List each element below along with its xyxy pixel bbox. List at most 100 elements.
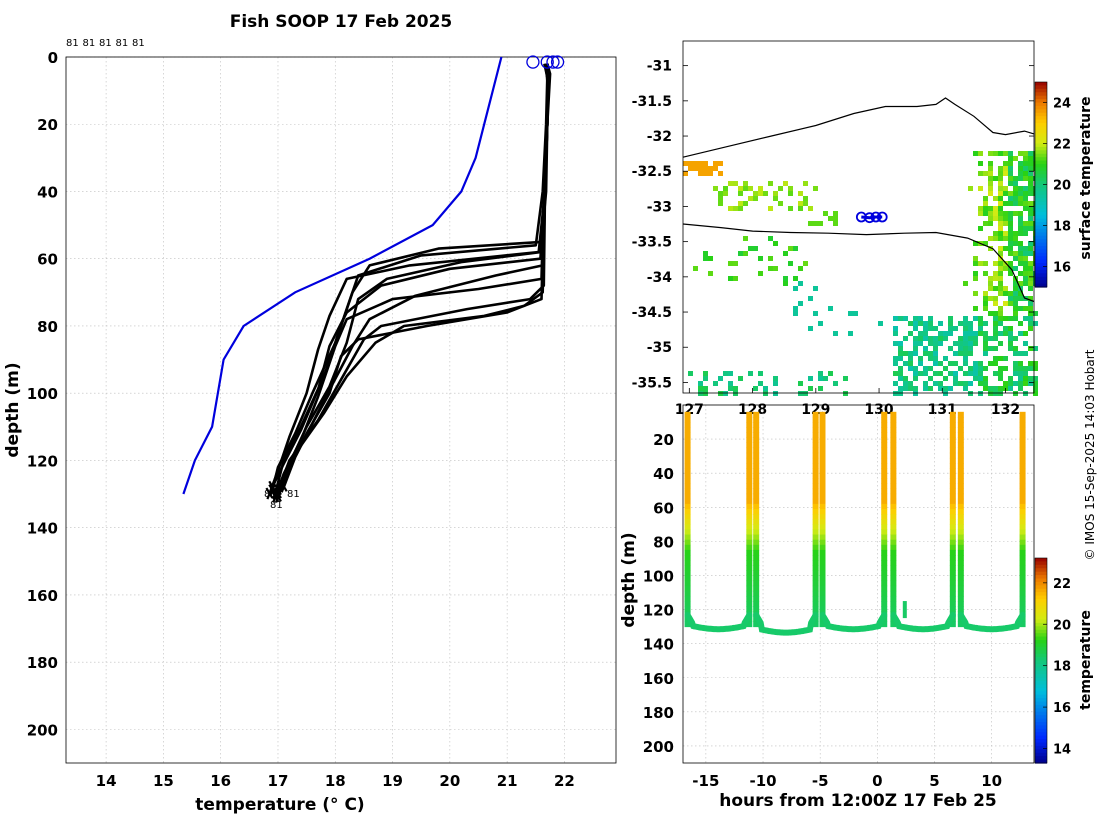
section-cast-segment — [812, 534, 819, 541]
sst-pixel — [938, 381, 943, 386]
section-cast-segment — [819, 411, 826, 418]
sst-pixel — [943, 391, 948, 396]
profile-top-label: 81 — [116, 38, 129, 49]
sst-pixel — [733, 206, 738, 211]
sst-pixel — [1018, 166, 1023, 171]
sst-pixel — [1023, 261, 1028, 266]
sst-pixel — [943, 356, 948, 361]
section-cast-segment — [684, 549, 691, 556]
section-cast-segment — [812, 478, 819, 484]
sst-pixel — [683, 161, 688, 166]
sst-pixel — [893, 371, 898, 376]
sst-pixel — [768, 256, 773, 261]
section-cast-segment — [812, 595, 819, 602]
map-x-tick-label: 132 — [991, 402, 1020, 418]
sst-pixel — [1018, 176, 1023, 181]
sst-pixel — [798, 266, 803, 271]
sst-pixel — [1028, 306, 1033, 311]
section-cast-segment — [949, 621, 956, 628]
sst-pixel — [1008, 241, 1013, 246]
sst-pixel — [728, 371, 733, 376]
section-cast-segment — [890, 427, 897, 433]
section-cast-segment — [819, 493, 826, 500]
sst-pixel — [698, 391, 703, 396]
sst-pixel — [1013, 351, 1018, 356]
sst-pixel — [713, 161, 718, 166]
map-colorbar-swatch — [1035, 273, 1047, 278]
section-cast-segment — [753, 524, 760, 530]
sst-pixel — [973, 151, 978, 156]
map-colorbar-swatch — [1035, 92, 1047, 97]
sst-pixel — [1018, 376, 1023, 381]
section-cast-segment — [881, 570, 888, 576]
section-cast-segment — [890, 437, 897, 444]
sst-pixel — [743, 186, 748, 191]
sst-pixel — [703, 371, 708, 376]
profile-axes-frame — [65, 56, 617, 764]
sst-pixel — [963, 341, 968, 346]
sst-pixel — [938, 336, 943, 341]
section-cast-segment — [819, 498, 826, 505]
map-y-tick-label: -32 — [647, 129, 672, 145]
section-cast-segment — [684, 544, 691, 551]
profile-end-scribble — [268, 480, 277, 493]
section-cast-segment — [890, 606, 897, 612]
section-cast-segment — [957, 519, 964, 525]
section-cast-segment — [949, 560, 956, 566]
sst-pixel — [1023, 221, 1028, 226]
sst-pixel — [1003, 201, 1008, 206]
profile-y-tick-label: 0 — [48, 49, 58, 67]
section-cast-segment — [753, 529, 760, 536]
sst-pixel — [798, 391, 803, 396]
section-cast-segment — [957, 483, 964, 490]
section-cast-segment — [812, 462, 819, 469]
sst-pixel — [1028, 156, 1033, 161]
section-cast-segment — [819, 508, 826, 515]
sst-pixel — [793, 246, 798, 251]
sst-pixel — [958, 366, 963, 371]
section-colorbar-swatch — [1035, 691, 1047, 696]
section-cast-segment — [949, 498, 956, 505]
section-cast-segment — [957, 508, 964, 515]
vessel-track-markers — [855, 211, 888, 224]
sst-pixel — [738, 186, 743, 191]
sst-pixel — [818, 371, 823, 376]
sst-pixel — [1018, 226, 1023, 231]
section-cast-segment — [949, 478, 956, 484]
section-cast-segment — [819, 529, 826, 536]
sst-pixel — [828, 371, 833, 376]
section-cast-segment — [1019, 560, 1026, 566]
section-cast-segment — [881, 514, 888, 520]
sst-pixel — [1013, 186, 1018, 191]
section-cast-segment — [812, 447, 819, 454]
sst-pixel — [1018, 366, 1023, 371]
map-colorbar-tick-label: 22 — [1053, 138, 1071, 153]
section-cast-segment — [753, 503, 760, 510]
section-cast-segment — [684, 447, 691, 454]
sst-pixel — [1033, 376, 1038, 381]
sst-pixel — [1013, 256, 1018, 261]
sst-pixel — [908, 381, 913, 386]
sst-pixel — [998, 266, 1003, 271]
sst-pixel — [808, 376, 813, 381]
section-cast-segment — [957, 422, 964, 428]
sst-pixel — [988, 311, 993, 316]
sst-pixel — [693, 166, 698, 171]
sst-pixel — [988, 296, 993, 301]
section-cast-segment — [890, 585, 897, 592]
sst-pixel — [1013, 286, 1018, 291]
section-cast-segment — [819, 437, 826, 444]
section-cast-segment — [957, 595, 964, 602]
sst-pixel — [1023, 366, 1028, 371]
section-cast-segment — [957, 411, 964, 418]
section-colorbar-swatch — [1035, 640, 1047, 645]
sst-pixel — [1003, 246, 1008, 251]
sst-pixel — [1013, 236, 1018, 241]
sst-pixel — [913, 376, 918, 381]
sst-pixel — [998, 311, 1003, 316]
section-colorbar-swatch — [1035, 643, 1047, 648]
sst-pixel — [1033, 386, 1038, 391]
section-cast-segment — [881, 478, 888, 484]
map-colorbar-swatch — [1035, 157, 1047, 162]
sst-pixel — [1013, 346, 1018, 351]
